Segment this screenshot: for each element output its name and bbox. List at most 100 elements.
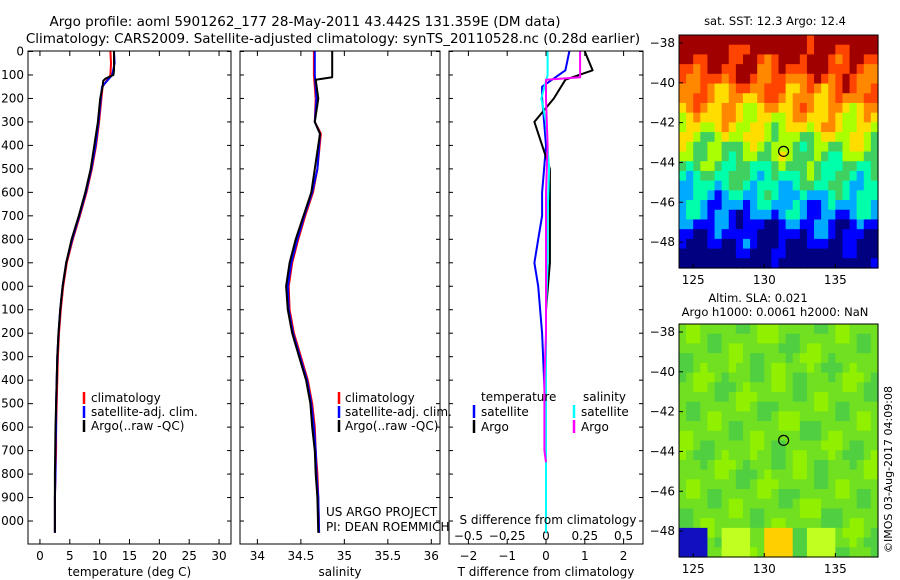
map-cell xyxy=(757,527,765,539)
map-cell xyxy=(856,430,865,442)
map-cell xyxy=(686,469,694,480)
map-cell xyxy=(742,333,751,345)
map-cell xyxy=(842,229,851,240)
map-cell xyxy=(714,421,723,432)
map-cell xyxy=(806,547,815,558)
map-cell xyxy=(735,498,744,510)
map-cell xyxy=(814,190,822,201)
map-cell xyxy=(842,527,851,539)
map-cell xyxy=(686,498,694,510)
map-cell xyxy=(870,64,879,75)
x-tick-label: 30 xyxy=(211,549,226,563)
map-cell xyxy=(814,258,822,269)
map-cell xyxy=(750,248,758,259)
map-cell xyxy=(814,333,822,345)
map-cell xyxy=(700,219,709,230)
map-cell xyxy=(679,401,687,412)
map-cell xyxy=(835,151,844,162)
map-cell xyxy=(693,469,701,480)
map-cell xyxy=(750,547,758,558)
map-cell xyxy=(799,180,808,191)
map-cell xyxy=(757,489,765,500)
map-cell xyxy=(785,102,794,114)
map-cell xyxy=(742,200,751,211)
map-cell xyxy=(792,498,801,510)
map-cell xyxy=(750,450,758,461)
map-cell xyxy=(771,200,780,211)
map-cell xyxy=(771,324,780,335)
map-cell xyxy=(693,54,701,65)
map-cell xyxy=(792,324,801,335)
map-cell xyxy=(835,498,844,510)
map-cell xyxy=(828,479,836,490)
map-cell xyxy=(870,382,879,393)
map-cell xyxy=(679,382,687,393)
map-cell xyxy=(863,518,872,529)
map-cell xyxy=(870,170,879,182)
map-cell xyxy=(764,459,772,471)
map-cell xyxy=(792,102,801,114)
map-cell xyxy=(835,440,844,451)
map-cell xyxy=(679,518,687,529)
map-cell xyxy=(863,151,872,162)
map-cell xyxy=(750,180,758,191)
map-cell xyxy=(735,411,744,422)
map-cell xyxy=(679,459,687,471)
map-cell xyxy=(721,382,730,393)
map-cell xyxy=(679,411,687,422)
map-cell xyxy=(863,54,872,65)
map-cell xyxy=(771,180,780,191)
map-cell xyxy=(849,83,858,94)
map-cell xyxy=(735,489,744,500)
map-cell xyxy=(814,132,822,143)
map-cell xyxy=(728,324,737,335)
map-cell xyxy=(821,112,829,123)
map-cell xyxy=(700,498,709,510)
map-cell xyxy=(863,372,872,383)
map-cell xyxy=(721,324,730,335)
map-cell xyxy=(693,353,701,364)
map-cell xyxy=(778,489,787,500)
map-cell xyxy=(714,489,723,500)
map-y-tick-label: −44 xyxy=(650,155,675,169)
map-cell xyxy=(742,64,751,75)
map-cell xyxy=(828,102,836,114)
map-cell xyxy=(870,343,879,354)
map-cell xyxy=(757,122,765,133)
map-cell xyxy=(856,401,865,412)
map-cell xyxy=(842,190,851,201)
map-cell xyxy=(835,430,844,442)
map-cell xyxy=(849,180,858,191)
map-cell xyxy=(778,44,787,56)
map-cell xyxy=(870,430,879,442)
map-cell xyxy=(679,469,687,480)
map-cell xyxy=(842,372,851,383)
map-cell xyxy=(686,122,694,133)
map-cell xyxy=(757,180,765,191)
map-cell xyxy=(821,547,829,558)
map-cell xyxy=(863,112,872,123)
map-cell xyxy=(792,73,801,85)
map-cell xyxy=(693,64,701,75)
map-cell xyxy=(714,430,723,442)
map-cell xyxy=(849,508,858,519)
map-cell xyxy=(835,180,844,191)
map-cell xyxy=(849,122,858,133)
map-cell xyxy=(835,401,844,412)
imos-watermark: ©IMOS 03-Aug-2017 04:09:08 xyxy=(882,386,895,553)
map-cell xyxy=(799,391,808,403)
map-cell xyxy=(714,258,723,269)
map-cell xyxy=(806,391,815,403)
map-cell xyxy=(799,382,808,393)
map-cell xyxy=(799,324,808,335)
map-cell xyxy=(842,498,851,510)
map-cell xyxy=(806,537,815,548)
map-y-tick-label: −40 xyxy=(650,76,675,90)
depth-tick-label: 1500 xyxy=(0,397,24,411)
map-cell xyxy=(785,238,794,250)
map-cell xyxy=(750,440,758,451)
map-cell xyxy=(714,479,723,490)
x-tick-label: 2 xyxy=(620,549,628,563)
map-cell xyxy=(700,258,709,269)
map-cell xyxy=(700,180,709,191)
